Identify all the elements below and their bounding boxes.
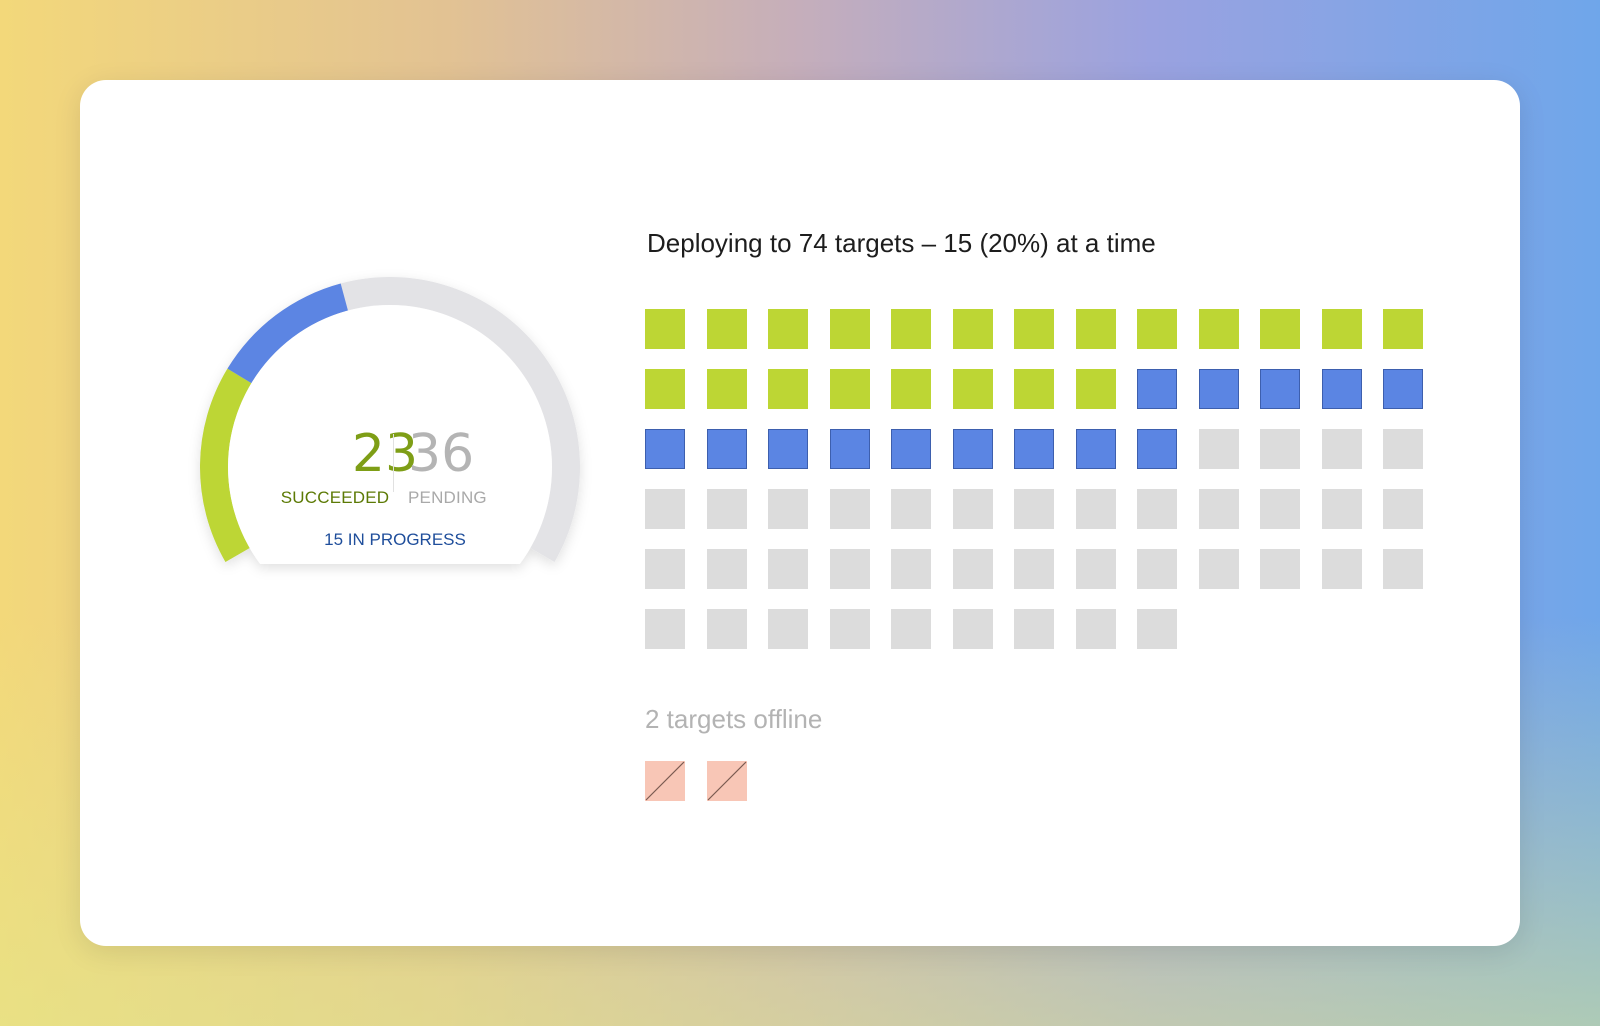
target-in-progress[interactable] bbox=[1383, 369, 1423, 409]
target-pending[interactable] bbox=[1137, 609, 1177, 649]
target-in-progress[interactable] bbox=[1076, 429, 1116, 469]
gauge-divider bbox=[393, 434, 394, 492]
target-pending[interactable] bbox=[1383, 489, 1423, 529]
pending-label: PENDING bbox=[408, 488, 487, 507]
target-pending[interactable] bbox=[768, 609, 808, 649]
target-succeeded[interactable] bbox=[953, 369, 993, 409]
target-pending[interactable] bbox=[645, 609, 685, 649]
target-in-progress[interactable] bbox=[1199, 369, 1239, 409]
target-pending[interactable] bbox=[1137, 489, 1177, 529]
gauge-ring bbox=[199, 277, 580, 564]
target-pending[interactable] bbox=[1014, 489, 1054, 529]
target-succeeded[interactable] bbox=[953, 309, 993, 349]
target-pending[interactable] bbox=[1014, 609, 1054, 649]
target-succeeded[interactable] bbox=[891, 309, 931, 349]
offline-label: 2 targets offline bbox=[645, 704, 823, 734]
offline-slash-icon bbox=[707, 761, 747, 801]
target-succeeded[interactable] bbox=[830, 369, 870, 409]
target-pending[interactable] bbox=[645, 489, 685, 529]
target-pending[interactable] bbox=[1383, 549, 1423, 589]
target-pending[interactable] bbox=[1322, 549, 1362, 589]
target-pending[interactable] bbox=[1322, 489, 1362, 529]
target-succeeded[interactable] bbox=[768, 309, 808, 349]
target-pending[interactable] bbox=[1137, 549, 1177, 589]
target-offline[interactable] bbox=[645, 761, 685, 801]
target-offline[interactable] bbox=[707, 761, 747, 801]
target-pending[interactable] bbox=[830, 489, 870, 529]
target-succeeded[interactable] bbox=[1383, 309, 1423, 349]
deployment-title: Deploying to 74 targets – 15 (20%) at a … bbox=[647, 228, 1156, 258]
target-pending[interactable] bbox=[1260, 549, 1300, 589]
target-pending[interactable] bbox=[1260, 429, 1300, 469]
target-pending[interactable] bbox=[891, 549, 931, 589]
target-succeeded[interactable] bbox=[645, 369, 685, 409]
target-pending[interactable] bbox=[830, 609, 870, 649]
target-pending[interactable] bbox=[768, 489, 808, 529]
target-pending[interactable] bbox=[953, 489, 993, 529]
target-pending[interactable] bbox=[1199, 489, 1239, 529]
in-progress-label: 15 IN PROGRESS bbox=[324, 530, 466, 549]
target-in-progress[interactable] bbox=[1137, 369, 1177, 409]
target-succeeded[interactable] bbox=[891, 369, 931, 409]
target-succeeded[interactable] bbox=[1014, 309, 1054, 349]
target-pending[interactable] bbox=[1383, 429, 1423, 469]
target-succeeded[interactable] bbox=[1322, 309, 1362, 349]
target-pending[interactable] bbox=[1076, 609, 1116, 649]
target-pending[interactable] bbox=[645, 549, 685, 589]
target-pending[interactable] bbox=[953, 609, 993, 649]
target-pending[interactable] bbox=[1076, 549, 1116, 589]
target-in-progress[interactable] bbox=[891, 429, 931, 469]
target-succeeded[interactable] bbox=[830, 309, 870, 349]
target-pending[interactable] bbox=[1199, 549, 1239, 589]
target-succeeded[interactable] bbox=[768, 369, 808, 409]
target-pending[interactable] bbox=[830, 549, 870, 589]
succeeded-count: 23 bbox=[351, 424, 419, 484]
pending-count: 36 bbox=[408, 424, 475, 484]
target-succeeded[interactable] bbox=[707, 309, 747, 349]
gauge-in-progress-arc bbox=[227, 283, 348, 384]
target-in-progress[interactable] bbox=[768, 429, 808, 469]
target-in-progress[interactable] bbox=[1322, 369, 1362, 409]
offline-slash-icon bbox=[645, 761, 685, 801]
target-in-progress[interactable] bbox=[1137, 429, 1177, 469]
target-pending[interactable] bbox=[707, 609, 747, 649]
target-succeeded[interactable] bbox=[1199, 309, 1239, 349]
target-in-progress[interactable] bbox=[645, 429, 685, 469]
target-pending[interactable] bbox=[891, 489, 931, 529]
target-pending[interactable] bbox=[1076, 489, 1116, 529]
target-succeeded[interactable] bbox=[645, 309, 685, 349]
target-succeeded[interactable] bbox=[1260, 309, 1300, 349]
target-in-progress[interactable] bbox=[1014, 429, 1054, 469]
target-succeeded[interactable] bbox=[1076, 369, 1116, 409]
target-pending[interactable] bbox=[1260, 489, 1300, 529]
target-pending[interactable] bbox=[953, 549, 993, 589]
target-pending[interactable] bbox=[1014, 549, 1054, 589]
target-pending[interactable] bbox=[768, 549, 808, 589]
progress-gauge: 23 36 SUCCEEDED PENDING 15 IN PROGRESS bbox=[199, 277, 590, 582]
target-in-progress[interactable] bbox=[1260, 369, 1300, 409]
target-pending[interactable] bbox=[1199, 429, 1239, 469]
gauge-face bbox=[228, 305, 552, 564]
gauge-succeeded-arc bbox=[199, 368, 252, 562]
target-pending[interactable] bbox=[1322, 429, 1362, 469]
target-succeeded[interactable] bbox=[1014, 369, 1054, 409]
target-pending[interactable] bbox=[707, 549, 747, 589]
target-succeeded[interactable] bbox=[1076, 309, 1116, 349]
target-in-progress[interactable] bbox=[707, 429, 747, 469]
target-in-progress[interactable] bbox=[953, 429, 993, 469]
target-in-progress[interactable] bbox=[830, 429, 870, 469]
succeeded-label: SUCCEEDED bbox=[280, 488, 390, 507]
target-succeeded[interactable] bbox=[1137, 309, 1177, 349]
target-pending[interactable] bbox=[707, 489, 747, 529]
target-succeeded[interactable] bbox=[707, 369, 747, 409]
target-pending[interactable] bbox=[891, 609, 931, 649]
